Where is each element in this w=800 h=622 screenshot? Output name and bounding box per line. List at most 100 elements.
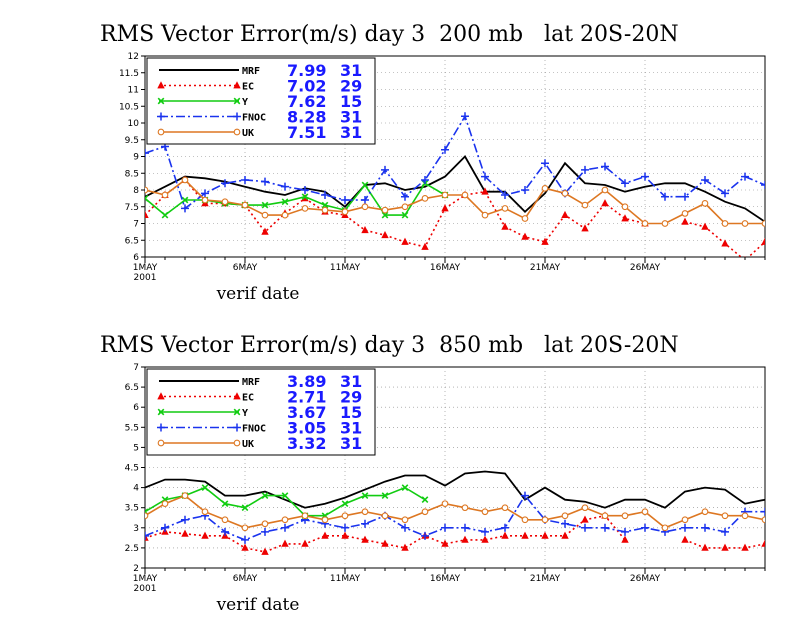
data-point <box>157 423 165 432</box>
legend-label: UK <box>242 128 254 139</box>
data-point <box>241 201 249 209</box>
data-point <box>661 524 669 532</box>
data-point <box>145 210 149 219</box>
data-point <box>241 543 249 551</box>
y-tick-label: 5.5 <box>125 423 139 433</box>
data-point <box>301 512 309 520</box>
data-point <box>761 237 765 245</box>
data-point <box>221 516 229 524</box>
data-point <box>181 196 189 204</box>
data-point <box>741 543 749 551</box>
data-point <box>261 520 269 528</box>
data-point <box>401 543 409 551</box>
data-point <box>341 523 349 532</box>
data-point <box>601 162 609 171</box>
data-point <box>761 516 765 524</box>
data-point <box>381 211 389 219</box>
data-point <box>601 512 609 520</box>
data-point <box>641 508 649 516</box>
x-tick-label: 11MAY <box>330 263 361 273</box>
data-point <box>361 492 369 500</box>
data-point <box>744 256 746 257</box>
data-point <box>721 543 729 551</box>
legend-count-value: 15 <box>340 403 362 422</box>
legend-label: Y <box>242 408 248 419</box>
data-point <box>421 531 429 540</box>
legend-mean-value: 7.02 <box>287 77 326 96</box>
data-point <box>421 508 429 516</box>
data-point <box>701 543 709 551</box>
data-point <box>601 199 609 207</box>
y-tick-label: 7 <box>133 363 139 373</box>
y-tick-label: 3 <box>133 524 139 534</box>
data-point <box>721 512 729 520</box>
data-point <box>241 535 249 544</box>
data-point <box>145 195 149 202</box>
data-point <box>501 205 509 212</box>
data-point <box>501 191 509 200</box>
data-point <box>501 531 509 539</box>
legend-count-value: 31 <box>340 123 362 142</box>
y-tick-label: 6 <box>133 253 139 263</box>
data-point <box>321 531 329 539</box>
data-point <box>581 515 589 523</box>
data-point <box>501 504 509 512</box>
data-point <box>261 527 269 536</box>
legend-label: FNOC <box>242 113 266 124</box>
data-point <box>701 508 709 516</box>
data-point <box>661 192 669 201</box>
series-uk <box>145 176 765 227</box>
x-tick-label: 1MAY <box>133 263 158 273</box>
x-tick-label: 21MAY <box>530 574 561 584</box>
y-tick-label: 11.5 <box>119 69 139 79</box>
data-point <box>481 172 489 181</box>
data-point <box>481 187 489 195</box>
data-point <box>381 206 389 214</box>
data-point <box>341 196 349 205</box>
data-point <box>401 203 409 211</box>
data-point <box>701 222 709 230</box>
data-point <box>581 523 589 532</box>
data-point <box>161 191 169 199</box>
data-point <box>441 204 449 212</box>
legend-mean-value: 3.32 <box>287 434 326 453</box>
data-point <box>381 539 389 547</box>
x-tick-label: 6MAY <box>233 574 258 584</box>
data-point <box>761 180 765 189</box>
data-point <box>401 523 409 532</box>
y-tick-label: 7 <box>133 220 139 230</box>
data-point <box>621 203 629 211</box>
data-point <box>161 211 169 219</box>
data-point <box>381 512 389 520</box>
data-point <box>541 184 549 192</box>
legend-label: FNOC <box>242 424 266 435</box>
data-point <box>741 172 749 181</box>
data-point <box>561 531 569 539</box>
legend-count-value: 29 <box>340 77 362 96</box>
data-point <box>301 186 309 194</box>
data-point <box>521 531 529 539</box>
data-point <box>157 439 165 447</box>
data-point <box>681 192 689 201</box>
legend: MRF 7.99 31 EC 7.02 29 Y 7.62 15 FNOC 8.28 31 UK 7.51… <box>146 57 376 145</box>
y-tick-label: 3.5 <box>125 504 139 514</box>
data-point <box>761 507 765 516</box>
data-point <box>221 198 229 206</box>
data-point <box>501 222 509 230</box>
data-point <box>145 186 149 194</box>
data-point <box>361 519 369 528</box>
data-point <box>441 145 449 154</box>
data-point <box>401 516 409 524</box>
y-tick-label: 12 <box>128 52 139 62</box>
series-mrf <box>145 470 765 509</box>
data-point <box>281 523 289 532</box>
data-point <box>601 523 609 532</box>
data-point <box>201 531 209 539</box>
data-point <box>181 492 189 499</box>
data-point <box>157 97 165 105</box>
data-point <box>157 112 165 121</box>
legend-mean-value: 3.89 <box>287 372 326 391</box>
data-point <box>281 492 289 500</box>
